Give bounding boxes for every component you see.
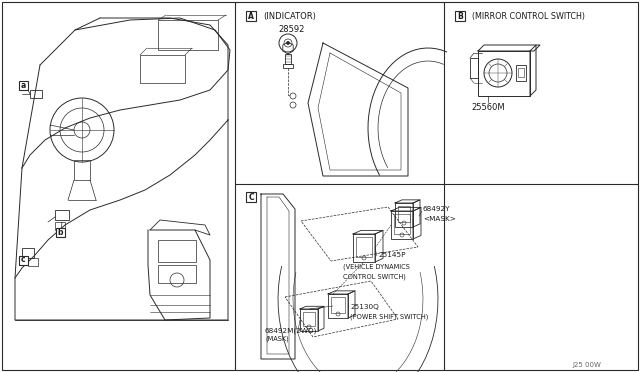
- Bar: [30, 90, 42, 98]
- Bar: [283, 64, 293, 68]
- Bar: [19, 256, 28, 264]
- Text: CONTROL SWITCH): CONTROL SWITCH): [343, 273, 406, 279]
- Bar: [391, 211, 413, 239]
- Text: J25 00W: J25 00W: [572, 362, 601, 368]
- Circle shape: [287, 42, 289, 45]
- Bar: [158, 20, 218, 50]
- Bar: [331, 297, 345, 313]
- Text: (MIRROR CONTROL SWITCH): (MIRROR CONTROL SWITCH): [472, 12, 585, 21]
- Text: a: a: [20, 80, 26, 90]
- Text: c: c: [20, 256, 26, 264]
- Bar: [246, 192, 256, 202]
- Text: 25145P: 25145P: [378, 252, 406, 258]
- Bar: [56, 228, 65, 237]
- Bar: [516, 65, 526, 81]
- Bar: [394, 214, 410, 234]
- Text: <MASK>: <MASK>: [423, 216, 456, 222]
- Bar: [55, 210, 69, 220]
- Text: (VEHICLE DYNAMICS: (VEHICLE DYNAMICS: [343, 264, 410, 270]
- Text: A: A: [248, 12, 254, 20]
- Text: B: B: [457, 12, 463, 20]
- Bar: [74, 160, 90, 180]
- Text: b: b: [57, 228, 63, 237]
- Bar: [28, 258, 38, 266]
- Bar: [55, 222, 65, 230]
- Text: C: C: [248, 192, 254, 202]
- Bar: [303, 312, 315, 326]
- Bar: [328, 294, 348, 318]
- Bar: [398, 206, 410, 222]
- Bar: [285, 54, 291, 64]
- Bar: [19, 80, 28, 90]
- Text: (POWER SHIFT SWITCH): (POWER SHIFT SWITCH): [350, 313, 428, 320]
- Text: 25130Q: 25130Q: [350, 304, 379, 310]
- Bar: [246, 11, 256, 21]
- Text: 28592: 28592: [278, 25, 305, 34]
- Bar: [140, 55, 185, 83]
- Bar: [353, 234, 375, 262]
- Bar: [300, 309, 318, 331]
- Bar: [22, 248, 34, 258]
- Bar: [158, 240, 196, 262]
- Bar: [478, 51, 530, 96]
- Bar: [518, 68, 524, 77]
- Bar: [356, 237, 372, 257]
- Text: 25560M: 25560M: [471, 103, 505, 112]
- Text: 68492M(2WD): 68492M(2WD): [265, 327, 317, 334]
- Bar: [455, 11, 465, 21]
- Bar: [395, 203, 413, 227]
- Text: (MASK): (MASK): [265, 336, 289, 343]
- Bar: [158, 265, 196, 283]
- Text: 68492Y: 68492Y: [423, 206, 451, 212]
- Text: (INDICATOR): (INDICATOR): [263, 12, 316, 21]
- Bar: [470, 58, 478, 78]
